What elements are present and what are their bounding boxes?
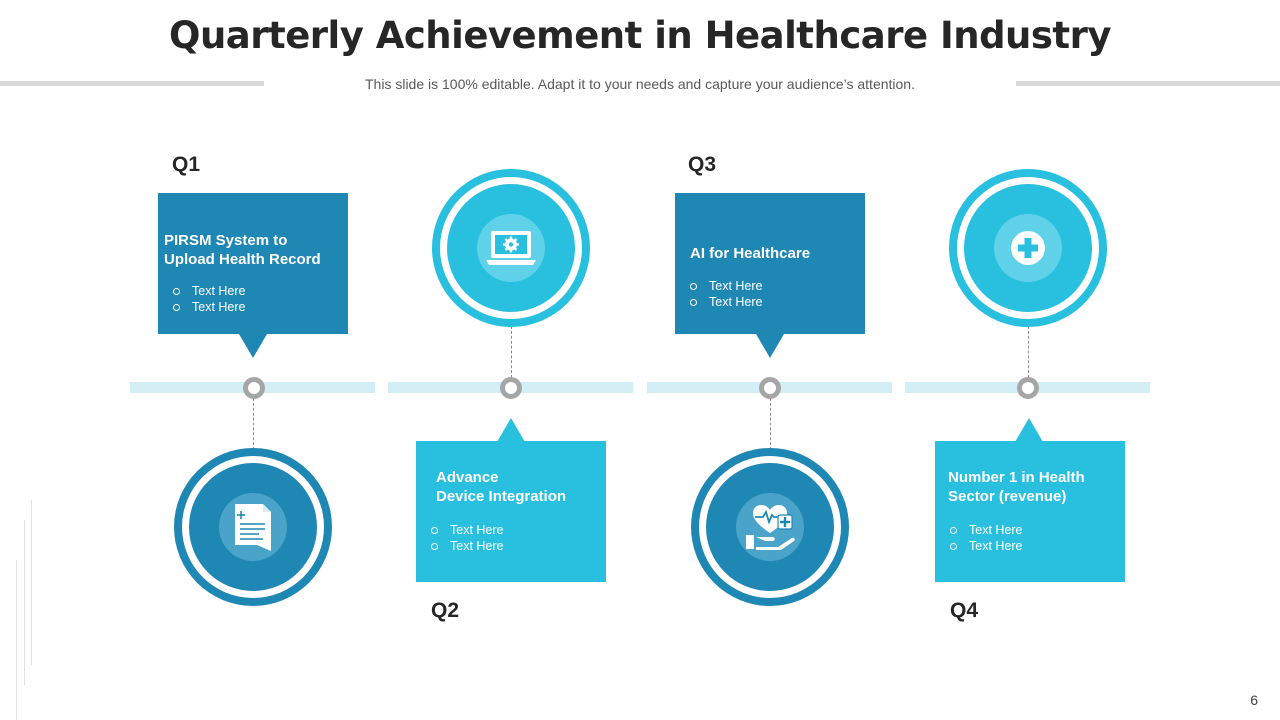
connector-q1 xyxy=(253,398,254,450)
timeline-node-q2 xyxy=(500,377,522,399)
callout-pointer-q3 xyxy=(756,334,784,358)
bullet-item: Text Here xyxy=(681,278,865,294)
decorative-line xyxy=(24,520,25,685)
slide-title: Quarterly Achievement in Healthcare Indu… xyxy=(169,14,1111,57)
timeline-node-q4 xyxy=(1017,377,1039,399)
timeline-node-q3 xyxy=(759,377,781,399)
bullet-item: Text Here xyxy=(681,294,865,310)
header-rule-left xyxy=(0,81,264,86)
heart-in-hand-icon xyxy=(746,505,795,550)
milestone-bullets-q1: Text Here Text Here xyxy=(164,283,348,315)
milestone-bullets-q4: Text Here Text Here xyxy=(941,522,1125,554)
icon-circle-q3 xyxy=(691,448,849,606)
milestone-box-q1: PIRSM System to Upload Health Record Tex… xyxy=(158,193,348,334)
milestone-title-q2: Advance Device Integration xyxy=(436,469,567,505)
icon-circle-q4 xyxy=(949,169,1107,327)
header-rule-right xyxy=(1016,81,1280,86)
page-number: 6 xyxy=(1250,692,1258,708)
slide-subtitle: This slide is 100% editable. Adapt it to… xyxy=(365,76,915,92)
milestone-bullets-q3: Text Here Text Here xyxy=(681,278,865,310)
milestone-title-q3: AI for Healthcare xyxy=(690,245,811,262)
bullet-item: Text Here xyxy=(941,538,1125,554)
bullet-item: Text Here xyxy=(164,283,348,299)
medical-cross-icon xyxy=(1011,231,1045,265)
callout-pointer-q1 xyxy=(239,334,267,358)
laptop-gear-icon xyxy=(486,231,536,265)
milestone-box-q2: Advance Device Integration Text Here Tex… xyxy=(416,441,606,582)
icon-circle-q1 xyxy=(174,448,332,606)
milestone-title-q4: Number 1 in Health Sector (revenue) xyxy=(948,469,1085,505)
bullet-item: Text Here xyxy=(422,538,606,554)
milestone-bullets-q2: Text Here Text Here xyxy=(422,522,606,554)
callout-pointer-q4 xyxy=(1015,418,1043,442)
medical-report-icon xyxy=(235,504,271,551)
milestone-title-q1: PIRSM System to Upload Health Record xyxy=(164,232,321,268)
milestone-box-q4: Number 1 in Health Sector (revenue) Text… xyxy=(935,441,1125,582)
decorative-line xyxy=(16,560,17,720)
connector-q4 xyxy=(1028,326,1029,378)
connector-q3 xyxy=(770,398,771,450)
bullet-item: Text Here xyxy=(941,522,1125,538)
decorative-line xyxy=(31,500,32,665)
bullet-item: Text Here xyxy=(422,522,606,538)
milestone-box-q3: AI for Healthcare Text Here Text Here xyxy=(675,193,865,334)
quarter-label-q3: Q3 xyxy=(688,153,717,176)
bullet-item: Text Here xyxy=(164,299,348,315)
icon-circle-q2 xyxy=(432,169,590,327)
quarter-label-q4: Q4 xyxy=(950,599,979,622)
connector-q2 xyxy=(511,326,512,378)
callout-pointer-q2 xyxy=(497,418,525,442)
timeline-node-q1 xyxy=(243,377,265,399)
quarter-label-q2: Q2 xyxy=(431,599,460,622)
quarter-label-q1: Q1 xyxy=(172,153,201,176)
